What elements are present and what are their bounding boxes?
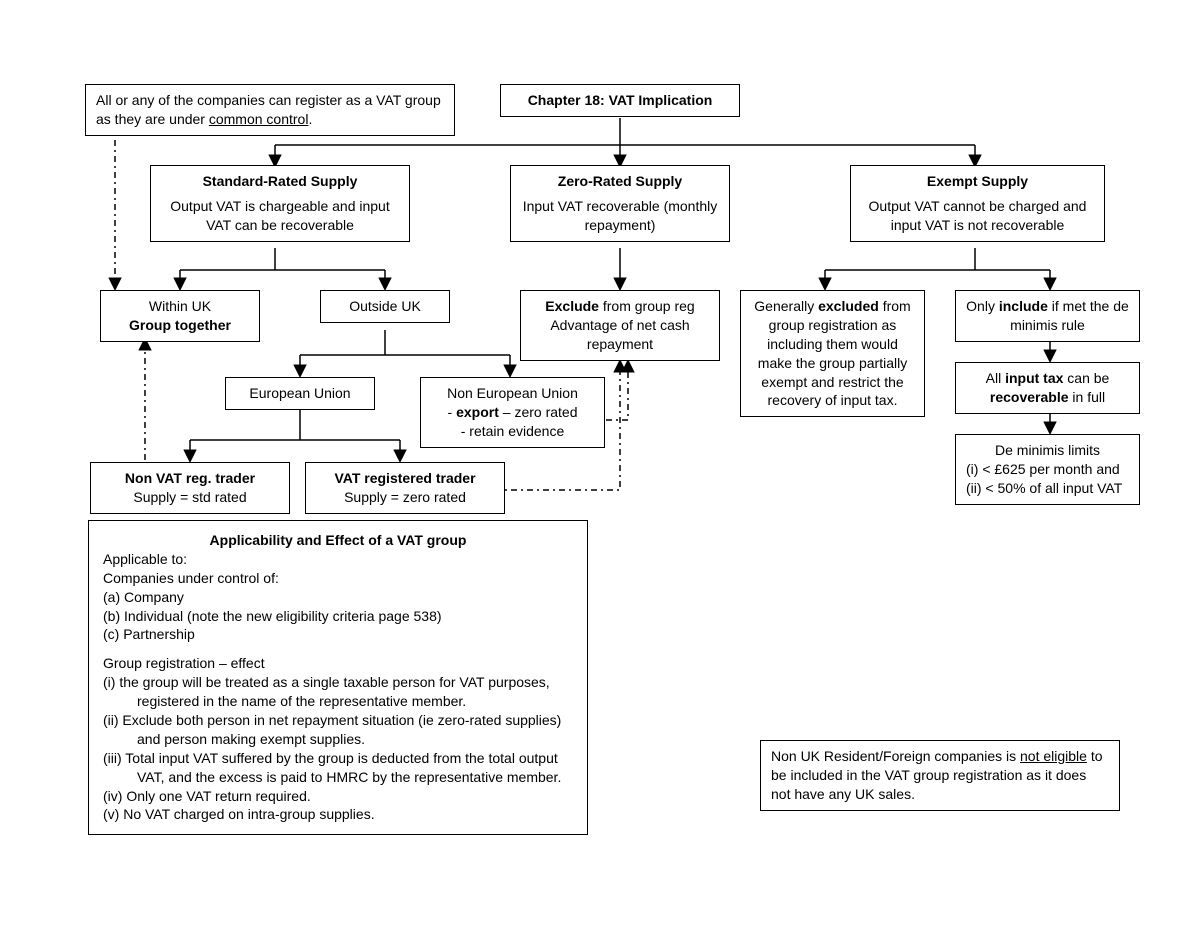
ait-pre: All [986, 370, 1005, 386]
zero-rated-desc: Input VAT recoverable (monthly repayment… [521, 197, 719, 235]
intro-box: All or any of the companies can register… [85, 84, 455, 136]
vat-trader-box: VAT registered trader Supply = zero rate… [305, 462, 505, 514]
only-inc-bold: include [999, 298, 1048, 314]
nur-under: not eligible [1020, 748, 1087, 764]
exclude-rest: from group reg [599, 298, 695, 314]
app-applicable-to: Applicable to: [103, 550, 573, 569]
app-iv: (iv) Only one VAT return required. [103, 787, 573, 806]
ait-mid: can be [1063, 370, 1109, 386]
dm-line1: De minimis limits [966, 441, 1129, 460]
standard-rated-desc: Output VAT is chargeable and input VAT c… [161, 197, 399, 235]
gen-ex-pre: Generally [754, 298, 818, 314]
within-uk-line1: Within UK [111, 297, 249, 316]
ait-post: in full [1069, 389, 1106, 405]
exempt-title: Exempt Supply [861, 172, 1094, 191]
neu-line3: - retain evidence [431, 422, 594, 441]
dm-line2: (i) < £625 per month and [966, 460, 1129, 479]
standard-rated-title: Standard-Rated Supply [161, 172, 399, 191]
exclude-group-box: Exclude from group reg Advantage of net … [520, 290, 720, 361]
app-c: (c) Partnership [103, 625, 573, 644]
nvt-line1: Non VAT reg. trader [101, 469, 279, 488]
title-text: Chapter 18: VAT Implication [528, 92, 713, 108]
exclude-bold: Exclude [545, 298, 599, 314]
non-vat-trader-box: Non VAT reg. trader Supply = std rated [90, 462, 290, 514]
generally-excluded-box: Generally excluded from group registrati… [740, 290, 925, 417]
app-companies-under: Companies under control of: [103, 569, 573, 588]
only-include-box: Only include if met the de minimis rule [955, 290, 1140, 342]
app-b: (b) Individual (note the new eligibility… [103, 607, 573, 626]
gen-ex-post: from group registration as including the… [758, 298, 911, 408]
non-eu-box: Non European Union - export – zero rated… [420, 377, 605, 448]
within-uk-box: Within UK Group together [100, 290, 260, 342]
within-uk-line2: Group together [111, 316, 249, 335]
app-ii: (ii) Exclude both person in net repaymen… [103, 711, 573, 749]
zero-rated-box: Zero-Rated Supply Input VAT recoverable … [510, 165, 730, 242]
ait-b1: input tax [1005, 370, 1063, 386]
de-minimis-box: De minimis limits (i) < £625 per month a… [955, 434, 1140, 505]
gen-ex-bold: excluded [818, 298, 879, 314]
app-v: (v) No VAT charged on intra-group suppli… [103, 805, 573, 824]
non-uk-resident-box: Non UK Resident/Foreign companies is not… [760, 740, 1120, 811]
ait-b2: recoverable [990, 389, 1069, 405]
exempt-desc: Output VAT cannot be charged and input V… [861, 197, 1094, 235]
title-box: Chapter 18: VAT Implication [500, 84, 740, 117]
neu-l2-post: – zero rated [499, 404, 578, 420]
exclude-line2: Advantage of net cash repayment [531, 316, 709, 354]
applicability-box: Applicability and Effect of a VAT group … [88, 520, 588, 835]
zero-rated-title: Zero-Rated Supply [521, 172, 719, 191]
all-input-tax-box: All input tax can be recoverable in full [955, 362, 1140, 414]
app-title: Applicability and Effect of a VAT group [103, 531, 573, 550]
vt-line2: Supply = zero rated [316, 488, 494, 507]
app-i: (i) the group will be treated as a singl… [103, 673, 573, 711]
nur-pre: Non UK Resident/Foreign companies is [771, 748, 1020, 764]
neu-l2-bold: export [456, 404, 499, 420]
neu-line1: Non European Union [431, 384, 594, 403]
app-group-reg: Group registration – effect [103, 654, 573, 673]
neu-l2-pre: - [448, 404, 457, 420]
outside-uk-text: Outside UK [349, 298, 421, 314]
exempt-box: Exempt Supply Output VAT cannot be charg… [850, 165, 1105, 242]
app-a: (a) Company [103, 588, 573, 607]
nvt-line2: Supply = std rated [101, 488, 279, 507]
eu-text: European Union [249, 385, 350, 401]
app-iii: (iii) Total input VAT suffered by the gr… [103, 749, 573, 787]
intro-suffix: . [308, 111, 312, 127]
dm-line3: (ii) < 50% of all input VAT [966, 479, 1129, 498]
standard-rated-box: Standard-Rated Supply Output VAT is char… [150, 165, 410, 242]
vt-line1: VAT registered trader [316, 469, 494, 488]
eu-box: European Union [225, 377, 375, 410]
intro-underlined: common control [209, 111, 309, 127]
only-inc-pre: Only [966, 298, 999, 314]
outside-uk-box: Outside UK [320, 290, 450, 323]
